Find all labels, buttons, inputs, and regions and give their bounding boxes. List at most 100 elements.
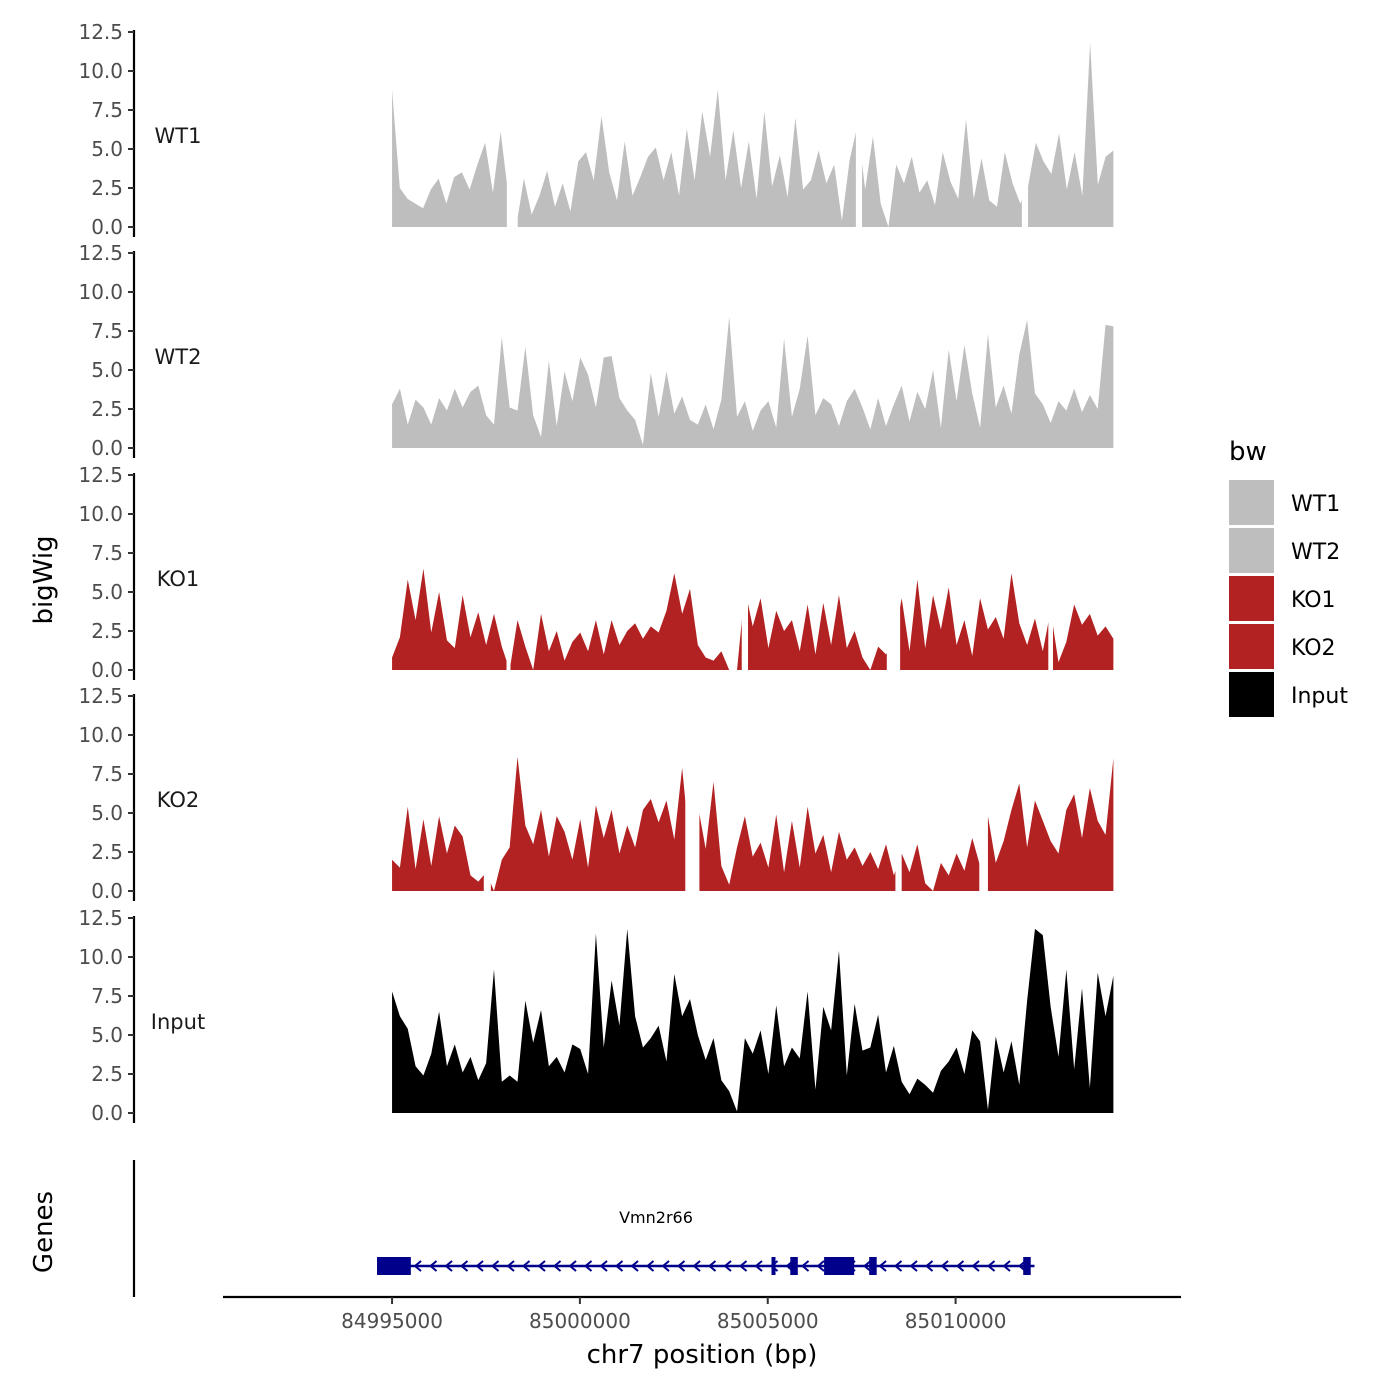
strand-arrow: [878, 1260, 887, 1272]
track-label: Input: [151, 1010, 205, 1034]
y-tick-label: 5.0: [91, 1023, 123, 1047]
y-tick-label: 0.0: [91, 879, 123, 903]
legend-label-ko2: KO2: [1291, 636, 1336, 661]
strand-arrow: [475, 1260, 484, 1272]
legend-swatch-ko2: [1229, 624, 1274, 669]
y-tick-label: 10.0: [78, 723, 123, 747]
coverage-gap: [855, 30, 863, 228]
strand-arrow: [816, 1260, 825, 1272]
strand-arrow: [754, 1260, 763, 1272]
track-label: KO1: [157, 567, 200, 591]
strand-arrow: [521, 1260, 531, 1272]
strand-arrow: [645, 1260, 655, 1272]
strand-arrow: [723, 1260, 732, 1272]
coverage-gap: [1048, 473, 1054, 671]
y-tick-label: 5.0: [91, 801, 123, 825]
y-tick-label: 2.5: [91, 840, 123, 864]
coverage-gap: [506, 30, 518, 228]
y-tick-label: 7.5: [91, 541, 123, 565]
coverage-gap: [895, 694, 902, 892]
legend-swatch-wt1: [1229, 480, 1274, 525]
y-axis-title: bigWig: [29, 535, 59, 624]
coverage-gap: [483, 694, 491, 892]
strand-arrow: [1002, 1260, 1011, 1272]
legend-swatch-input: [1229, 672, 1274, 717]
coverage-gap: [685, 694, 700, 892]
strand-arrow: [599, 1260, 608, 1272]
legend-label-wt1: WT1: [1291, 492, 1340, 517]
track-label: WT2: [155, 345, 202, 369]
y-tick-label: 10.0: [78, 502, 123, 526]
strand-arrow: [614, 1260, 624, 1272]
y-tick-label: 12.5: [78, 20, 123, 44]
y-tick-label: 5.0: [91, 580, 123, 604]
gene-exon: [377, 1257, 411, 1275]
legend-swatch-wt2: [1229, 528, 1274, 573]
y-tick-label: 12.5: [78, 684, 123, 708]
legend-label-wt2: WT2: [1291, 540, 1340, 565]
y-tick-label: 10.0: [78, 945, 123, 969]
coverage-gap: [1021, 30, 1029, 228]
y-tick-label: 2.5: [91, 619, 123, 643]
strand-arrow: [971, 1260, 980, 1272]
track-label: WT1: [155, 124, 202, 148]
y-tick-label: 5.0: [91, 358, 123, 382]
gene-exon: [771, 1257, 776, 1275]
gene-name-label: Vmn2r66: [619, 1208, 693, 1227]
genes-axis-title: Genes: [29, 1191, 59, 1273]
x-axis-title: chr7 position (bp): [587, 1340, 818, 1370]
legend-label-ko1: KO1: [1291, 588, 1336, 613]
coverage-gap: [506, 473, 511, 671]
strand-arrow: [940, 1260, 949, 1272]
gene-exon: [824, 1257, 855, 1275]
y-tick-label: 12.5: [78, 241, 123, 265]
strand-arrow: [459, 1260, 469, 1272]
area-wt2: [392, 316, 1114, 448]
y-tick-label: 7.5: [91, 319, 123, 343]
y-tick-label: 7.5: [91, 762, 123, 786]
strand-arrow: [630, 1260, 639, 1272]
track-wt1: 0.0 2.5 5.0 7.5 10.0 12.5 WT1: [78, 20, 1114, 239]
legend-title: bw: [1229, 437, 1267, 467]
genes-panel: Vmn2r66: [132, 1160, 1035, 1297]
x-tick-label: 84995000: [341, 1309, 443, 1333]
x-tick-label: 85005000: [717, 1309, 819, 1333]
strand-arrow: [444, 1260, 453, 1272]
strand-arrow: [583, 1260, 593, 1272]
y-tick-label: 5.0: [91, 137, 123, 161]
strand-arrow: [506, 1260, 515, 1272]
y-tick-label: 0.0: [91, 215, 123, 239]
x-tick-label: 85010000: [905, 1309, 1007, 1333]
coverage-gap: [979, 694, 988, 892]
strand-arrow: [661, 1260, 670, 1272]
coverage-gap: [741, 473, 749, 671]
strand-arrow: [862, 1260, 872, 1272]
strand-arrow: [986, 1260, 996, 1272]
track-ko1: 0.0 2.5 5.0 7.5 10.0 12.5 KO1: [78, 463, 1114, 682]
y-tick-label: 10.0: [78, 59, 123, 83]
tracks: 0.0 2.5 5.0 7.5 10.0 12.5 WT1 0.0 2.5 5.0 7.5 10.0 1…: [78, 20, 1114, 1125]
strand-arrow: [537, 1260, 546, 1272]
y-tick-label: 10.0: [78, 280, 123, 304]
area-ko1: [392, 568, 1114, 670]
y-tick-label: 0.0: [91, 1101, 123, 1125]
strand-arrow: [413, 1260, 422, 1272]
track-wt2: 0.0 2.5 5.0 7.5 10.0 12.5 WT2: [78, 241, 1114, 460]
strand-arrow: [893, 1260, 903, 1272]
strand-arrow: [738, 1260, 748, 1272]
y-tick-label: 2.5: [91, 397, 123, 421]
gene-exon: [1023, 1257, 1031, 1275]
area-wt1: [392, 42, 1114, 227]
strand-arrow: [707, 1260, 717, 1272]
y-tick-label: 7.5: [91, 984, 123, 1008]
gene-exon: [869, 1257, 877, 1275]
y-tick-label: 12.5: [78, 463, 123, 487]
y-tick-label: 0.0: [91, 436, 123, 460]
area-ko2: [392, 756, 1114, 891]
strand-arrow: [909, 1260, 918, 1272]
strand-arrow: [428, 1260, 438, 1272]
gene-exon: [790, 1257, 798, 1275]
strand-arrow: [676, 1260, 686, 1272]
legend: bw WT1 WT2 KO1 KO2 Input: [1229, 437, 1348, 717]
